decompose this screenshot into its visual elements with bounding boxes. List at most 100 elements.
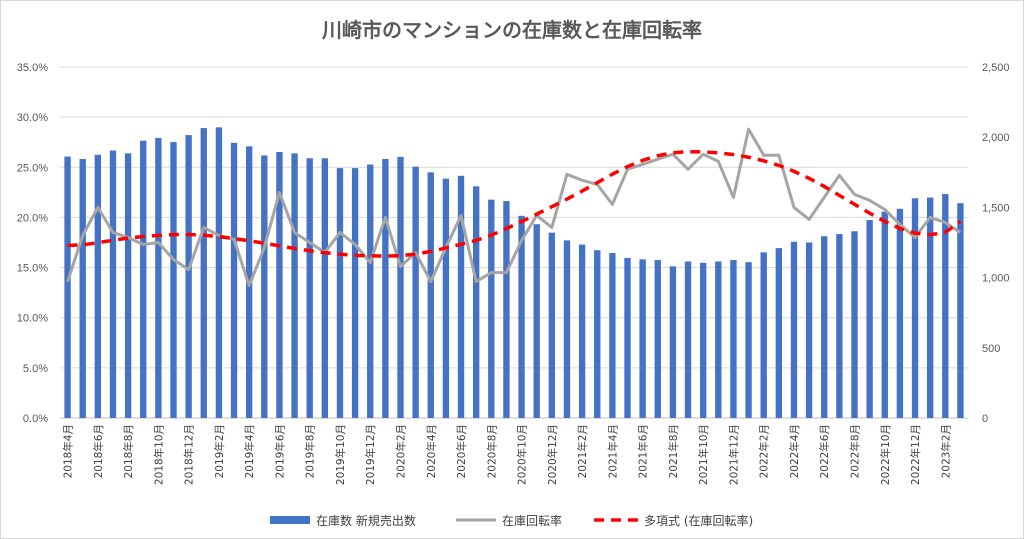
bar xyxy=(624,257,631,418)
bar-series xyxy=(64,127,964,419)
x-tick-label: 2019年6月 xyxy=(273,424,286,478)
bar xyxy=(230,142,238,419)
bar xyxy=(942,194,949,418)
bar xyxy=(609,253,616,418)
bar xyxy=(896,208,904,418)
x-tick-label: 2019年2月 xyxy=(213,424,226,478)
bar xyxy=(730,260,737,418)
x-tick-label: 2022年10月 xyxy=(879,424,892,485)
bar xyxy=(412,166,419,418)
bar xyxy=(215,127,223,418)
x-tick-label: 2018年6月 xyxy=(92,424,105,478)
x-tick-label: 2022年4月 xyxy=(788,424,801,478)
x-tick-label: 2021年2月 xyxy=(576,424,589,478)
bar xyxy=(140,140,147,418)
y-left-tick-label: 20.0% xyxy=(17,212,48,224)
bar xyxy=(291,153,298,418)
bar xyxy=(911,198,919,418)
x-tick-label: 2020年4月 xyxy=(425,424,438,478)
bar xyxy=(276,151,283,418)
x-tick-label: 2021年4月 xyxy=(606,424,619,478)
y-right-tick-label: 500 xyxy=(982,343,1000,355)
bar xyxy=(64,156,71,418)
bar xyxy=(578,244,586,418)
bar xyxy=(488,199,495,418)
y-left-tick-label: 25.0% xyxy=(17,162,48,174)
series-line-polynomial-trend xyxy=(67,149,962,258)
x-tick-label: 2018年8月 xyxy=(122,424,135,478)
bar xyxy=(185,135,192,418)
bar xyxy=(155,137,162,419)
bar xyxy=(79,158,86,418)
x-tick-label: 2019年4月 xyxy=(243,424,256,478)
bar xyxy=(170,142,177,418)
y-left-tick-label: 15.0% xyxy=(17,263,48,275)
bar xyxy=(109,150,117,418)
bar xyxy=(124,153,132,418)
bar xyxy=(639,259,646,418)
bar xyxy=(321,158,329,418)
bar xyxy=(775,248,783,418)
line-series xyxy=(66,127,962,288)
y-axis-left: 0.0% 5.0% 10.0% 15.0% 20.0% 25.0% 30.0% 35.0% xyxy=(17,62,48,425)
bar xyxy=(851,231,858,418)
bar xyxy=(472,186,480,418)
x-axis: 2018年4月 2018年6月 2018年8月 2018年10月 2018年12月 201… xyxy=(62,424,953,485)
y-axis-right: 0 500 1,000 1,500 2,000 2,500 xyxy=(982,62,1010,425)
x-tick-label: 2021年8月 xyxy=(667,424,680,478)
bar xyxy=(351,168,359,418)
chart-title: 川崎市のマンションの在庫数と在庫回転率 xyxy=(322,18,702,42)
bar xyxy=(881,211,888,418)
y-right-tick-label: 2,500 xyxy=(982,62,1010,74)
x-tick-label: 2019年10月 xyxy=(334,424,347,485)
legend: 在庫数 新規売出数 在庫回転率 多項式 (在庫回転率) xyxy=(270,513,753,528)
x-tick-label: 2022年6月 xyxy=(818,424,831,478)
bar xyxy=(306,158,313,418)
x-tick-label: 2021年10月 xyxy=(697,424,710,485)
bar xyxy=(715,261,722,418)
bar xyxy=(442,178,450,418)
x-tick-label: 2019年8月 xyxy=(304,424,317,478)
bar xyxy=(699,262,707,418)
bar xyxy=(397,156,404,418)
x-tick-label: 2020年12月 xyxy=(546,424,559,485)
bar xyxy=(669,266,677,418)
series-line-inventory-turnover xyxy=(66,127,962,288)
bar xyxy=(548,232,556,418)
bar xyxy=(457,175,465,418)
bar xyxy=(926,197,934,418)
bar xyxy=(533,224,540,418)
x-tick-label: 2019年12月 xyxy=(364,424,377,485)
y-left-tick-label: 10.0% xyxy=(17,313,48,325)
bar xyxy=(654,260,661,418)
x-tick-label: 2020年6月 xyxy=(455,424,468,478)
y-left-tick-label: 5.0% xyxy=(23,363,48,375)
bar xyxy=(336,168,344,418)
legend-label: 在庫回転率 xyxy=(502,513,562,528)
bar xyxy=(957,203,964,418)
bar xyxy=(790,241,798,418)
bar xyxy=(836,234,843,418)
bar xyxy=(503,201,510,418)
bar xyxy=(518,215,525,418)
x-tick-label: 2020年8月 xyxy=(485,424,498,478)
bar xyxy=(563,240,571,418)
y-left-tick-label: 30.0% xyxy=(17,112,48,124)
bar xyxy=(745,262,752,418)
bar xyxy=(594,250,601,418)
bar xyxy=(684,261,692,418)
bar xyxy=(367,164,374,418)
bar xyxy=(821,236,828,418)
x-tick-label: 2022年2月 xyxy=(758,424,771,478)
x-tick-label: 2021年6月 xyxy=(637,424,650,478)
y-right-tick-label: 1,000 xyxy=(982,273,1010,285)
bar xyxy=(805,242,813,418)
bar xyxy=(200,128,207,418)
x-tick-label: 2023年2月 xyxy=(939,424,952,478)
bar xyxy=(382,158,389,418)
gridlines xyxy=(60,66,968,419)
x-tick-label: 2020年2月 xyxy=(395,424,408,478)
legend-swatch-bar xyxy=(270,516,310,524)
x-tick-label: 2022年12月 xyxy=(909,424,922,485)
